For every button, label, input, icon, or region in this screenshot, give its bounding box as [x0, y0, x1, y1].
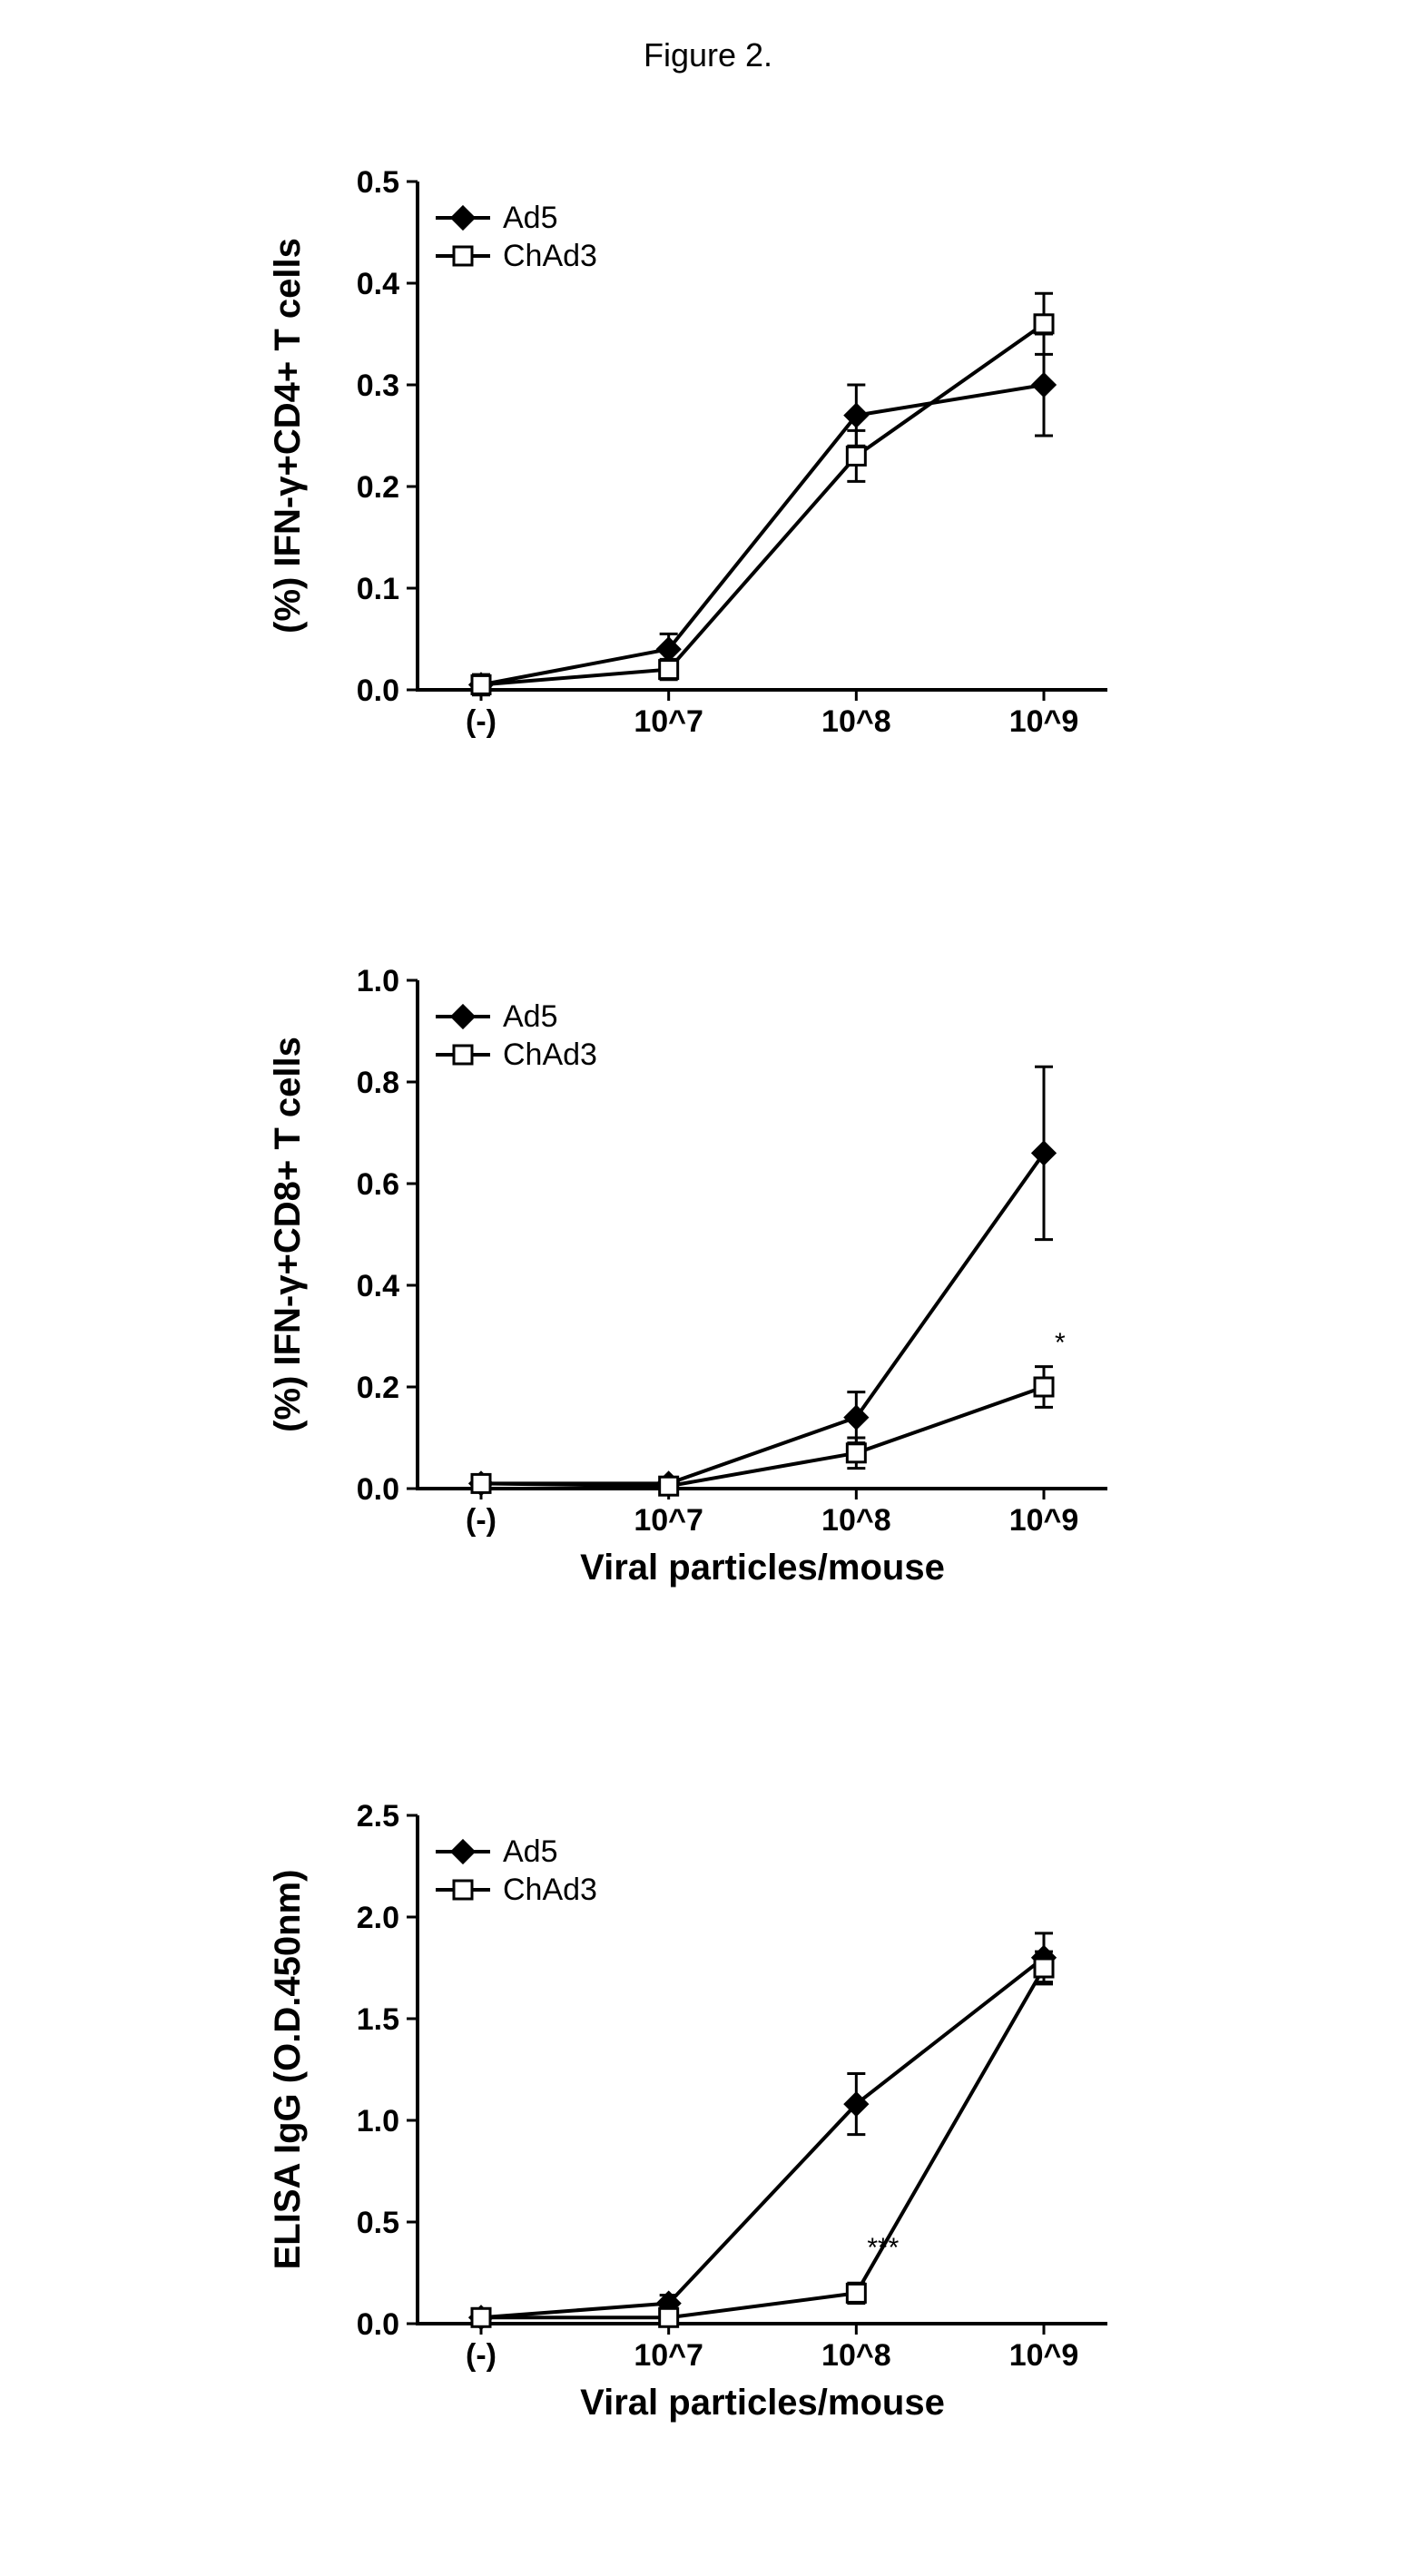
- y-tick-label: 0.2: [357, 1371, 399, 1405]
- figure-title: Figure 2.: [644, 36, 772, 74]
- x-axis-label: Viral particles/mouse: [580, 1548, 945, 1588]
- series-line-chad3: [481, 1387, 1044, 1486]
- y-axis-label: (%) IFN-γ+CD4+ T cells: [268, 238, 308, 634]
- legend-label: ChAd3: [503, 1873, 597, 1907]
- y-tick-label: 0.4: [357, 267, 399, 301]
- series-line-ad5: [481, 385, 1044, 684]
- legend-square-icon: [454, 247, 472, 265]
- x-tick-label: 10^9: [1009, 2338, 1079, 2373]
- marker-square-icon: [660, 661, 678, 679]
- series-line-ad5: [481, 1153, 1044, 1483]
- x-axis-label: Viral particles/mouse: [580, 2383, 945, 2423]
- y-tick-label: 0.4: [357, 1269, 399, 1303]
- y-tick-label: 2.5: [357, 1799, 399, 1834]
- y-tick-label: 0.8: [357, 1066, 399, 1100]
- legend-square-icon: [454, 1046, 472, 1064]
- legend-label: Ad5: [503, 201, 558, 235]
- y-tick-label: 0.0: [357, 1472, 399, 1507]
- y-tick-label: 0.6: [357, 1167, 399, 1202]
- x-tick-label: (-): [466, 2338, 497, 2373]
- series-line-chad3: [481, 324, 1044, 685]
- x-tick-label: 10^7: [634, 2338, 703, 2373]
- x-tick-label: 10^8: [821, 2338, 891, 2373]
- marker-square-icon: [472, 1474, 490, 1492]
- marker-square-icon: [1035, 1378, 1053, 1396]
- marker-square-icon: [1035, 1959, 1053, 1977]
- legend-diamond-icon: [452, 1006, 474, 1027]
- y-tick-label: 0.2: [357, 470, 399, 505]
- y-tick-label: 2.0: [357, 1901, 399, 1935]
- y-tick-label: 1.5: [357, 2002, 399, 2037]
- legend-diamond-icon: [452, 207, 474, 229]
- marker-square-icon: [660, 1477, 678, 1495]
- series-line-chad3: [481, 1968, 1044, 2317]
- x-tick-label: (-): [466, 1503, 497, 1538]
- x-tick-label: 10^9: [1009, 704, 1079, 739]
- y-tick-label: 1.0: [357, 2104, 399, 2138]
- marker-square-icon: [847, 447, 865, 465]
- x-tick-label: (-): [466, 704, 497, 739]
- y-axis-label: ELISA IgG (O.D.450nm): [268, 1870, 308, 2270]
- marker-diamond-icon: [1033, 374, 1055, 396]
- x-tick-label: 10^7: [634, 704, 703, 739]
- marker-square-icon: [847, 1444, 865, 1462]
- y-tick-label: 0.3: [357, 369, 399, 403]
- significance-annotation: ***: [867, 2233, 899, 2263]
- significance-annotation: *: [1055, 1328, 1066, 1358]
- chart-cd4-t-cells: 0.0 0.1 0.2 0.3 0.4 0.5 (-) 10^7 10^8 10^9 (%) IFN…: [254, 145, 1162, 817]
- y-tick-label: 0.5: [357, 165, 399, 200]
- marker-square-icon: [1035, 315, 1053, 333]
- y-tick-label: 0.5: [357, 2206, 399, 2240]
- marker-square-icon: [847, 2284, 865, 2302]
- x-tick-label: 10^8: [821, 1503, 891, 1538]
- legend-label: Ad5: [503, 1834, 558, 1869]
- x-tick-label: 10^7: [634, 1503, 703, 1538]
- legend-square-icon: [454, 1881, 472, 1899]
- series-line-ad5: [481, 1958, 1044, 2317]
- legend-diamond-icon: [452, 1841, 474, 1863]
- y-axis-label: (%) IFN-γ+CD8+ T cells: [268, 1037, 308, 1432]
- marker-square-icon: [472, 2308, 490, 2326]
- x-tick-label: 10^9: [1009, 1503, 1079, 1538]
- chart-elisa-igg: 0.0 0.5 1.0 1.5 2.0 2.5 (-) 10^7 10^8 10^9 ELISA I…: [254, 1779, 1162, 2487]
- y-tick-label: 0.0: [357, 2307, 399, 2342]
- chart-cd8-t-cells: 0.0 0.2 0.4 0.6 0.8 1.0 (-) 10^7 10^8 10^9 (%) IFN…: [254, 944, 1162, 1652]
- legend-label: ChAd3: [503, 239, 597, 273]
- y-tick-label: 0.1: [357, 572, 399, 606]
- marker-square-icon: [472, 675, 490, 693]
- legend-label: Ad5: [503, 999, 558, 1034]
- marker-square-icon: [660, 2308, 678, 2326]
- y-tick-label: 0.0: [357, 673, 399, 708]
- x-tick-label: 10^8: [821, 704, 891, 739]
- legend-label: ChAd3: [503, 1037, 597, 1072]
- y-tick-label: 1.0: [357, 964, 399, 998]
